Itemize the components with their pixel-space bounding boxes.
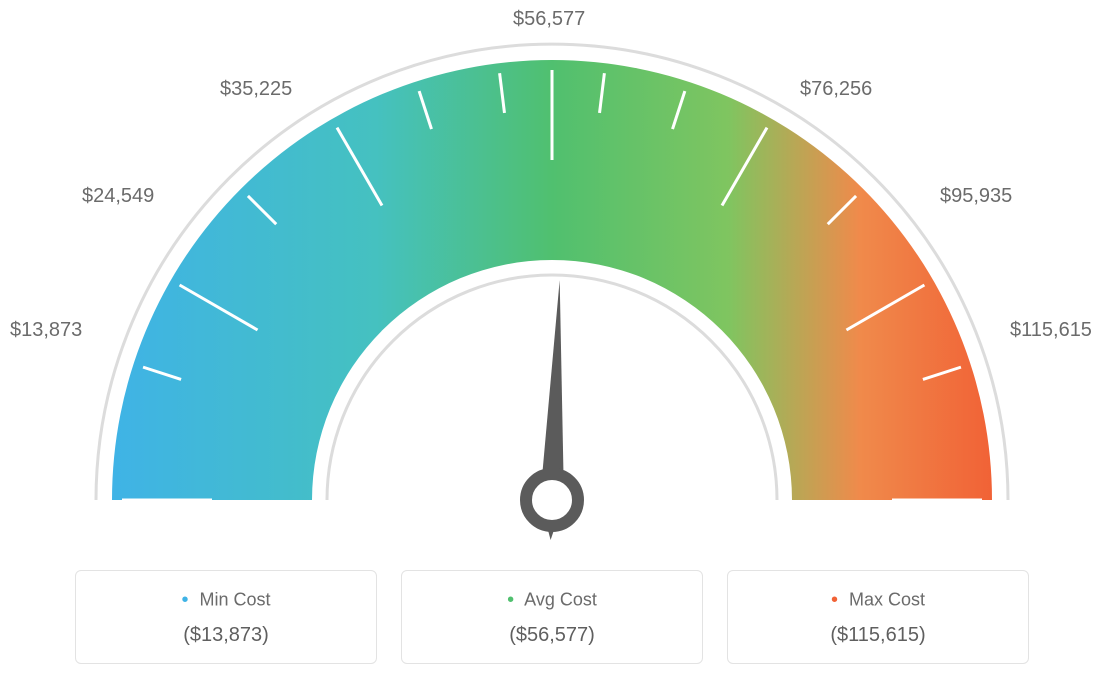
legend-value-max: ($115,615) [738, 624, 1018, 647]
gauge-tick-label: $35,225 [220, 78, 292, 101]
bullet-icon: • [181, 589, 188, 611]
gauge-tick-label: $76,256 [800, 78, 872, 101]
legend-value-min: ($13,873) [86, 624, 366, 647]
legend-title-max: • Max Cost [738, 589, 1018, 612]
gauge-tick-label: $13,873 [10, 319, 82, 342]
legend-card-avg: • Avg Cost ($56,577) [401, 570, 703, 664]
gauge-tick-label: $24,549 [82, 185, 154, 208]
legend-label: Min Cost [200, 589, 271, 609]
legend-label: Avg Cost [524, 589, 597, 609]
legend-title-min: • Min Cost [86, 589, 366, 612]
bullet-icon: • [831, 589, 838, 611]
legend-label: Max Cost [849, 589, 925, 609]
legend-value-avg: ($56,577) [412, 624, 692, 647]
legend-title-avg: • Avg Cost [412, 589, 692, 612]
gauge-tick-label: $56,577 [513, 8, 585, 31]
legend-card-min: • Min Cost ($13,873) [75, 570, 377, 664]
gauge-svg [0, 0, 1104, 560]
cost-gauge-chart: $13,873 $24,549 $35,225 $56,577 $76,256 $95,9… [0, 0, 1104, 690]
gauge-tick-label: $115,615 [1010, 319, 1092, 342]
gauge-tick-label: $95,935 [940, 185, 1012, 208]
legend-row: • Min Cost ($13,873) • Avg Cost ($56,577… [75, 570, 1029, 664]
gauge-area: $13,873 $24,549 $35,225 $56,577 $76,256 $95,9… [0, 0, 1104, 560]
bullet-icon: • [507, 589, 514, 611]
legend-card-max: • Max Cost ($115,615) [727, 570, 1029, 664]
